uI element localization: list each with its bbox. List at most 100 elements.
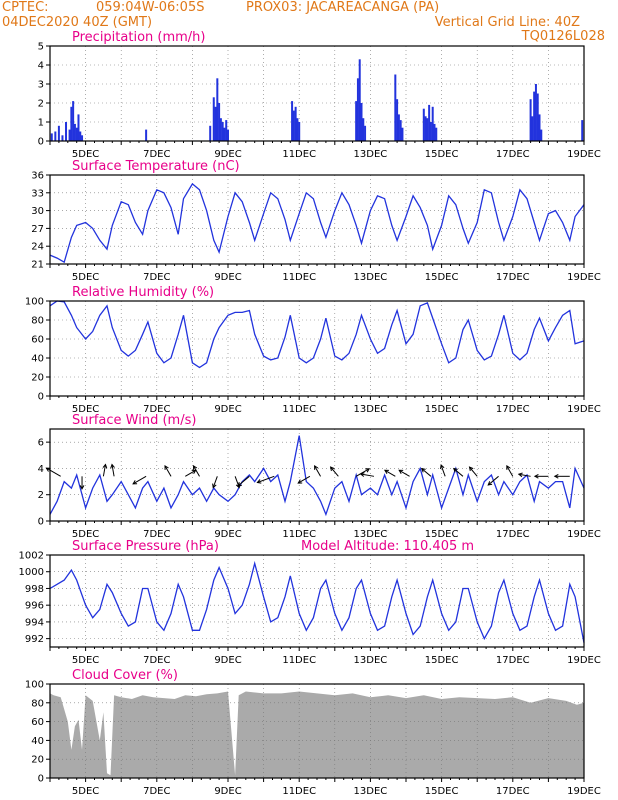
wind-arrow-head	[468, 466, 474, 472]
y-tick-label: 0	[38, 774, 44, 785]
header-coords: 059:04W-06:05S	[96, 0, 204, 15]
wind-arrow-head	[398, 469, 404, 474]
y-tick-label: 24	[31, 242, 44, 253]
wind-arrow	[398, 469, 410, 477]
y-tick-label: 40	[31, 736, 44, 747]
x-tick-label: 17DEC	[496, 404, 530, 415]
precip-bar	[145, 129, 148, 141]
x-tick-label: 11DEC	[282, 529, 316, 540]
precip-bar	[581, 120, 584, 141]
precip-bar	[216, 78, 219, 141]
wind-arrow-head	[453, 467, 458, 473]
wind-arrow	[384, 469, 396, 477]
wind-arrow	[518, 473, 531, 477]
y-tick-label: 40	[31, 354, 44, 365]
precip-bar	[396, 99, 399, 141]
y-tick-label: 100	[25, 680, 44, 691]
precip-bar	[72, 101, 75, 141]
precip-bar	[292, 110, 295, 141]
x-tick-label: 15DEC	[425, 149, 459, 160]
cloud-cover-area	[50, 691, 584, 778]
wind-arrow-head	[237, 482, 242, 487]
precip-bar	[225, 120, 228, 141]
header-grid-line: Vertical Grid Line: 40Z	[435, 15, 580, 30]
precip-bar	[54, 131, 57, 141]
x-tick-label: 9DEC	[214, 786, 241, 797]
precip-bar	[77, 114, 80, 141]
wind-arrow-head	[487, 481, 493, 486]
precip-bar	[298, 122, 301, 141]
wind-arrow-head	[110, 463, 115, 469]
y-tick-label: 1000	[19, 567, 44, 578]
x-tick-label: 17DEC	[496, 655, 530, 666]
y-tick-label: 4	[38, 464, 44, 475]
wind-arrow-head	[553, 473, 559, 479]
precip-bar	[65, 122, 68, 141]
wind-arrow	[132, 475, 147, 485]
y-tick-label: 0	[38, 517, 44, 528]
y-tick-label: 80	[31, 316, 44, 327]
wind-arrow	[440, 464, 446, 477]
x-tick-label: 15DEC	[425, 655, 459, 666]
precip-bar	[50, 133, 53, 141]
precip-bar	[79, 131, 82, 141]
precip-bar	[531, 116, 534, 141]
y-tick-label: 60	[31, 717, 44, 728]
y-tick-label: 20	[31, 755, 44, 766]
panel-title: Surface Pressure (hPa)	[72, 539, 219, 554]
x-tick-label: 9DEC	[214, 655, 241, 666]
series-line	[49, 560, 585, 643]
precip-bar	[209, 125, 212, 141]
precip-bar	[291, 101, 294, 141]
wind-arrow	[453, 468, 464, 477]
y-tick-label: 1002	[19, 551, 44, 562]
x-tick-label: 7DEC	[143, 529, 170, 540]
wind-arrow-head	[256, 479, 262, 484]
panel-5: Cloud Cover (%) 0 20 40 60 80 100 5DEC 7DEC 9DEC 1…	[25, 668, 601, 797]
precip-bar	[219, 118, 222, 141]
panel-1: Surface Temperature (nC) 21 24 27 30 33 36 5DEC…	[31, 159, 601, 283]
precip-bar	[362, 118, 365, 141]
series-line	[49, 435, 585, 517]
wind-arrow	[360, 473, 375, 477]
precip-bar	[358, 59, 361, 141]
precip-bar	[223, 127, 226, 141]
wind-arrow-head	[164, 465, 169, 470]
x-tick-label: 13DEC	[354, 149, 388, 160]
wind-arrow-head	[314, 464, 319, 470]
x-tick-label: 19DEC	[567, 404, 601, 415]
precip-bar	[221, 122, 224, 141]
header-source: CPTEC:	[2, 0, 49, 15]
header-date: 04DEC2020 40Z (GMT)	[2, 15, 152, 30]
precip-bar	[529, 99, 532, 141]
x-tick-label: 15DEC	[425, 404, 459, 415]
panel-frame	[49, 45, 585, 142]
precip-bar	[428, 104, 431, 141]
wind-arrow	[185, 469, 196, 477]
y-tick-label: 0	[38, 392, 44, 403]
x-tick-label: 15DEC	[425, 529, 459, 540]
panel-title: Cloud Cover (%)	[72, 668, 178, 683]
wind-arrow	[330, 466, 339, 477]
precip-bar	[214, 106, 217, 141]
x-tick-label: 19DEC	[567, 272, 601, 283]
precip-bar	[212, 97, 215, 141]
precip-bar	[534, 84, 537, 141]
precip-bar	[61, 135, 64, 141]
wind-arrow	[111, 464, 115, 477]
x-tick-label: 17DEC	[496, 149, 530, 160]
precip-bar	[536, 93, 539, 141]
precip-bar	[433, 123, 436, 141]
precip-bar	[540, 129, 543, 141]
precip-bar	[533, 91, 536, 141]
y-tick-label: 992	[25, 634, 44, 645]
wind-arrow	[297, 475, 311, 484]
x-tick-label: 13DEC	[354, 272, 388, 283]
x-tick-label: 9DEC	[214, 149, 241, 160]
y-tick-label: 6	[38, 438, 44, 449]
y-tick-label: 60	[31, 335, 44, 346]
x-tick-label: 13DEC	[354, 786, 388, 797]
panel-2: Relative Humidity (%) 0 20 40 60 80 100 5DEC 7DE…	[25, 285, 601, 415]
precip-bar	[73, 123, 76, 141]
